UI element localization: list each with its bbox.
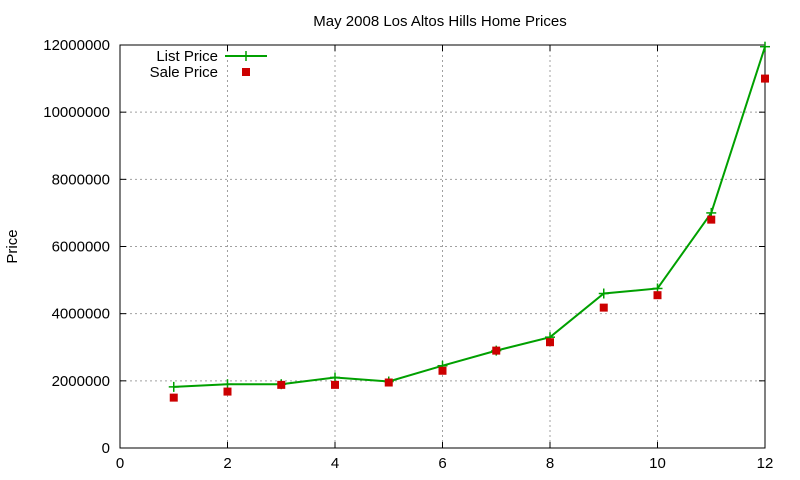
x-tick-label: 8 bbox=[546, 455, 554, 472]
data-point bbox=[598, 288, 609, 299]
data-point bbox=[384, 378, 393, 387]
x-tick-label: 6 bbox=[438, 455, 446, 472]
data-point bbox=[277, 380, 286, 389]
series bbox=[168, 41, 770, 402]
y-tick-label: 6000000 bbox=[52, 239, 110, 256]
series-line bbox=[173, 46, 766, 388]
y-tick-label: 2000000 bbox=[52, 373, 110, 390]
y-tick-label: 4000000 bbox=[52, 306, 110, 323]
x-tick-label: 10 bbox=[649, 455, 666, 472]
data-point bbox=[438, 366, 447, 375]
data-point bbox=[599, 303, 608, 312]
data-point bbox=[546, 338, 554, 347]
data-point bbox=[223, 387, 232, 396]
data-point bbox=[169, 393, 178, 402]
data-point bbox=[653, 291, 662, 300]
legend-marker bbox=[242, 68, 250, 76]
x-tick-label: 4 bbox=[331, 455, 339, 472]
data-point bbox=[168, 381, 179, 392]
chart-title: May 2008 Los Altos Hills Home Prices bbox=[313, 13, 566, 30]
data-point bbox=[707, 215, 716, 224]
y-axis-label: Price bbox=[4, 229, 21, 263]
legend-label: List Price bbox=[156, 48, 218, 65]
legend-label: Sale Price bbox=[150, 64, 218, 81]
data-point bbox=[761, 74, 769, 83]
grid bbox=[120, 45, 765, 448]
data-point bbox=[331, 380, 339, 389]
y-tick-label: 12000000 bbox=[43, 37, 110, 54]
x-tick-label: 2 bbox=[223, 455, 231, 472]
data-point bbox=[760, 41, 770, 52]
data-point bbox=[222, 379, 233, 390]
axis-ticks: 0200000040000006000000800000010000000120… bbox=[43, 37, 773, 472]
data-point bbox=[492, 346, 501, 355]
x-tick-label: 0 bbox=[116, 455, 124, 472]
series-1 bbox=[169, 74, 769, 402]
data-point bbox=[330, 372, 340, 383]
series-0 bbox=[168, 41, 770, 392]
y-tick-label: 0 bbox=[102, 440, 110, 457]
legend-marker bbox=[241, 51, 251, 61]
y-tick-label: 8000000 bbox=[52, 171, 110, 188]
x-tick-label: 12 bbox=[757, 455, 774, 472]
y-tick-label: 10000000 bbox=[43, 104, 110, 121]
